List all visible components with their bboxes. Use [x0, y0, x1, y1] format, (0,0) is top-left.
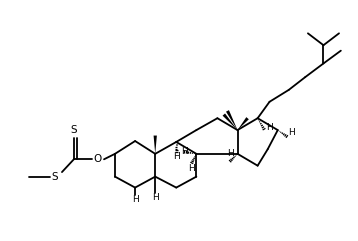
- Text: S: S: [51, 172, 58, 182]
- Polygon shape: [237, 117, 249, 130]
- Text: S: S: [71, 125, 77, 135]
- Polygon shape: [226, 110, 237, 130]
- Text: H: H: [188, 164, 195, 173]
- Text: H: H: [181, 147, 188, 156]
- Text: H: H: [173, 152, 180, 161]
- Text: O: O: [93, 154, 102, 164]
- Text: H: H: [266, 123, 273, 132]
- Text: H: H: [288, 128, 295, 137]
- Polygon shape: [223, 114, 237, 130]
- Text: H: H: [132, 195, 139, 204]
- Text: H: H: [227, 149, 233, 158]
- Text: H: H: [152, 193, 159, 202]
- Polygon shape: [154, 135, 157, 154]
